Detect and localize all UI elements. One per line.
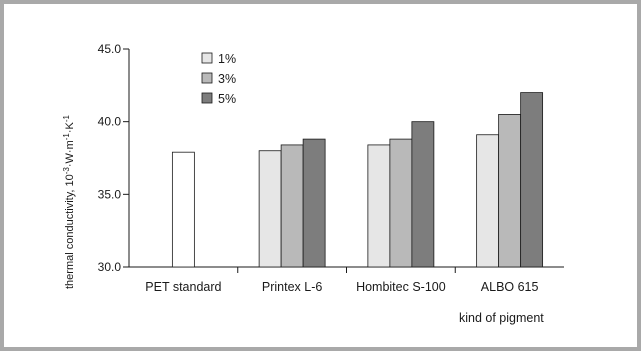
y-axis-title: thermal conductivity, 10-3·W·m-1·K-1: [62, 114, 77, 289]
bar: [171, 151, 195, 268]
y-tick-label: 30.0: [98, 260, 122, 274]
legend-label: 1%: [218, 52, 236, 66]
y-tick-label: 35.0: [98, 187, 122, 201]
x-category-label: ALBO 615: [481, 280, 539, 294]
svg-text:thermal conductivity, 10-3·W·m: thermal conductivity, 10-3·W·m-1·K-1: [62, 114, 77, 289]
x-axis-title: kind of pigment: [459, 311, 544, 325]
bar: [302, 138, 326, 268]
x-category-label: PET standard: [145, 280, 221, 294]
x-category-label: Hombitec S-100: [356, 280, 446, 294]
legend: 1% 3% 5%: [201, 52, 236, 106]
legend-swatch: [201, 72, 213, 84]
bar: [367, 144, 391, 268]
legend-swatch: [201, 52, 213, 64]
bar: [411, 121, 435, 268]
bars: [171, 92, 544, 268]
y-tick-label: 45.0: [98, 42, 122, 56]
bar: [520, 92, 544, 268]
axes: 30.0 35.0 40.0 45.0 PET standard Printex L-6 H…: [98, 42, 564, 294]
bar: [476, 134, 500, 268]
legend-label: 5%: [218, 92, 236, 106]
legend-label: 3%: [218, 72, 236, 86]
bar: [280, 144, 304, 268]
y-tick-label: 40.0: [98, 115, 122, 129]
legend-swatch: [201, 92, 213, 104]
x-category-label: Printex L-6: [262, 280, 322, 294]
bar: [498, 114, 522, 268]
bar-chart: thermal conductivity, 10-3·W·m-1·K-1 30.…: [62, 42, 564, 325]
bar: [258, 150, 282, 268]
bar: [389, 138, 413, 268]
